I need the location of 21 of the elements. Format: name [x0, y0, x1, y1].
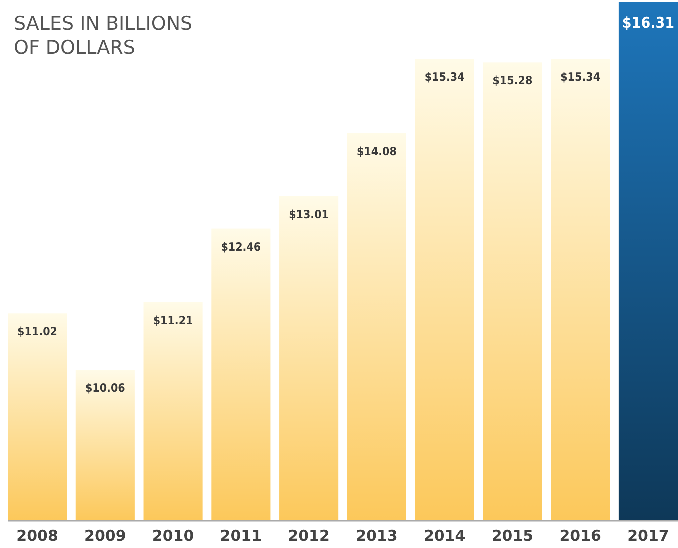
x-tick-label: 2010 [152, 527, 194, 545]
data-label: $15.28 [492, 74, 533, 88]
data-label: $15.34 [424, 70, 465, 84]
x-tick-label: 2013 [356, 527, 398, 545]
x-tick-label: 2008 [16, 527, 58, 545]
data-label: $13.01 [289, 207, 330, 222]
data-label: $12.46 [221, 240, 262, 254]
x-tick-label: 2016 [560, 527, 602, 545]
data-label: $10.06 [85, 381, 126, 396]
data-label: $11.21 [153, 313, 194, 328]
x-tick-label: 2017 [628, 527, 670, 545]
x-tick-label: 2012 [288, 527, 330, 545]
x-tick-label: 2015 [492, 527, 534, 545]
data-label: $11.02 [18, 324, 58, 339]
text: SALES IN BILLIONS OF DOLLARS [14, 13, 193, 59]
x-tick-label: 2009 [84, 527, 126, 545]
data-label: $16.31 [622, 14, 675, 32]
x-tick-label: 2014 [424, 527, 466, 545]
x-tick-label: 2011 [220, 527, 262, 545]
data-label: $15.34 [560, 70, 601, 84]
data-label: $14.08 [356, 144, 397, 158]
